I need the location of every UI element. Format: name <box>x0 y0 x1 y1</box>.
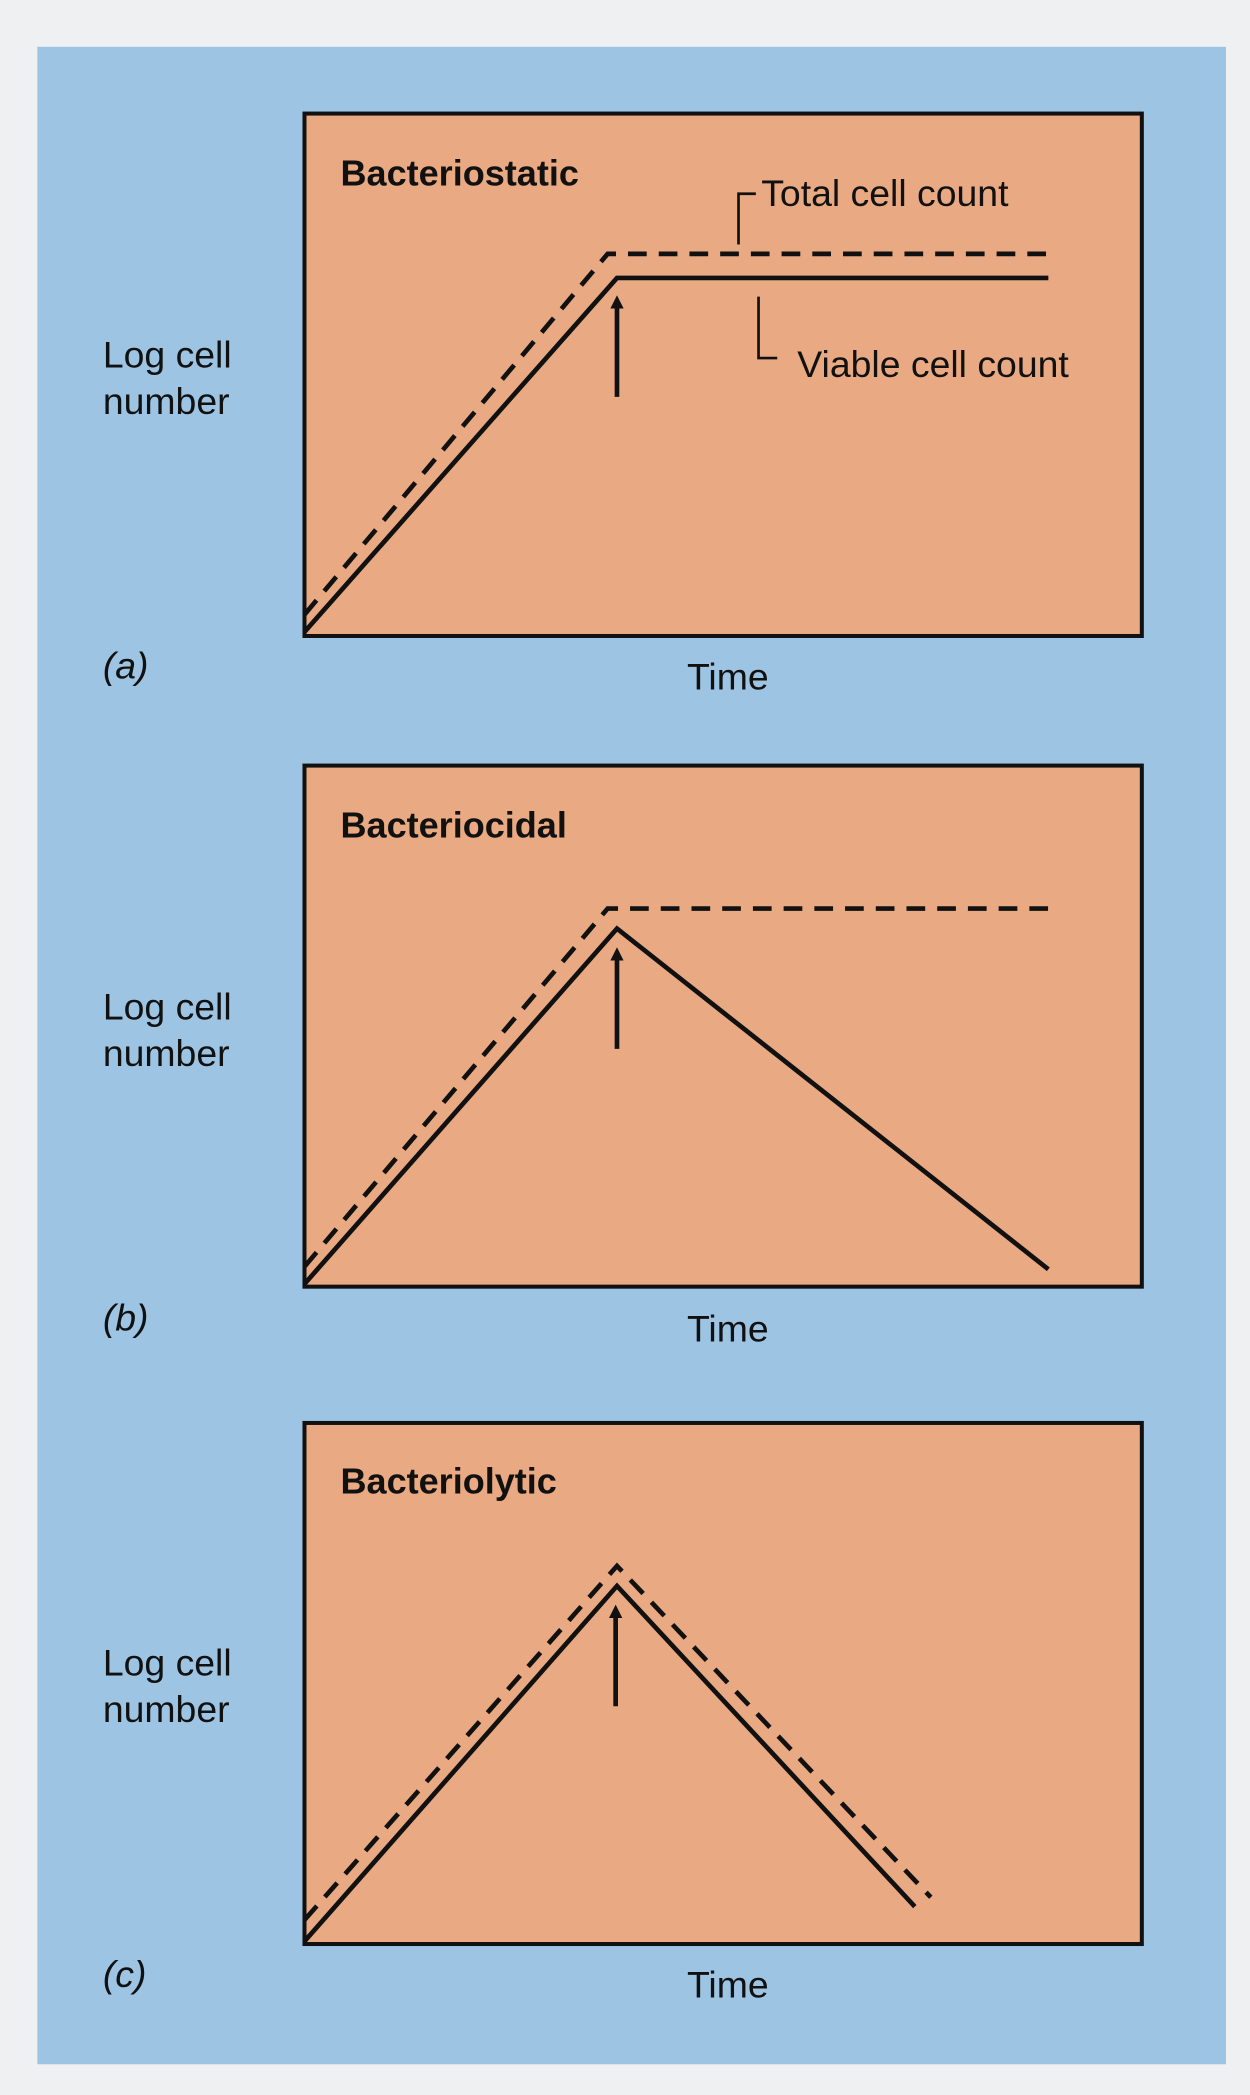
annotation: Total cell count <box>761 172 1009 214</box>
y-label: Log cell <box>103 985 232 1027</box>
x-label: Time <box>687 1963 769 2005</box>
panel-b: Bacteriocidal Log cell number (b) Time <box>103 763 1144 1349</box>
panel-c: Bacteriolytic Log cell number (c) Time <box>103 1420 1144 2005</box>
viable-count-line <box>302 1582 917 1943</box>
bracket <box>737 192 756 245</box>
plot-box <box>302 1420 1144 1947</box>
panel-tag: (b) <box>103 1297 149 1339</box>
panel-a: Bacteriostatic Total cell count Viable c… <box>103 111 1144 697</box>
total-count-line <box>302 906 1049 1269</box>
plot-box <box>302 111 1144 638</box>
y-label: number <box>103 1688 230 1730</box>
total-count-line <box>302 1562 933 1922</box>
x-label: Time <box>687 1307 769 1349</box>
panel-tag: (a) <box>103 645 149 687</box>
bracket <box>757 296 778 360</box>
plot-box <box>302 763 1144 1289</box>
x-label: Time <box>687 655 769 697</box>
viable-count-line <box>302 275 1049 634</box>
panel-tag: (c) <box>103 1953 147 1995</box>
panel-title: Bacteriocidal <box>341 805 567 846</box>
total-count-line <box>302 251 1049 617</box>
panel-title: Bacteriostatic <box>341 153 579 194</box>
y-label: number <box>103 380 230 422</box>
y-label: Log cell <box>103 1641 232 1683</box>
panel-title: Bacteriolytic <box>341 1461 557 1502</box>
annotation: Viable cell count <box>797 343 1069 385</box>
y-label: Log cell <box>103 333 232 375</box>
y-label: number <box>103 1032 230 1074</box>
viable-count-line <box>302 925 1050 1286</box>
